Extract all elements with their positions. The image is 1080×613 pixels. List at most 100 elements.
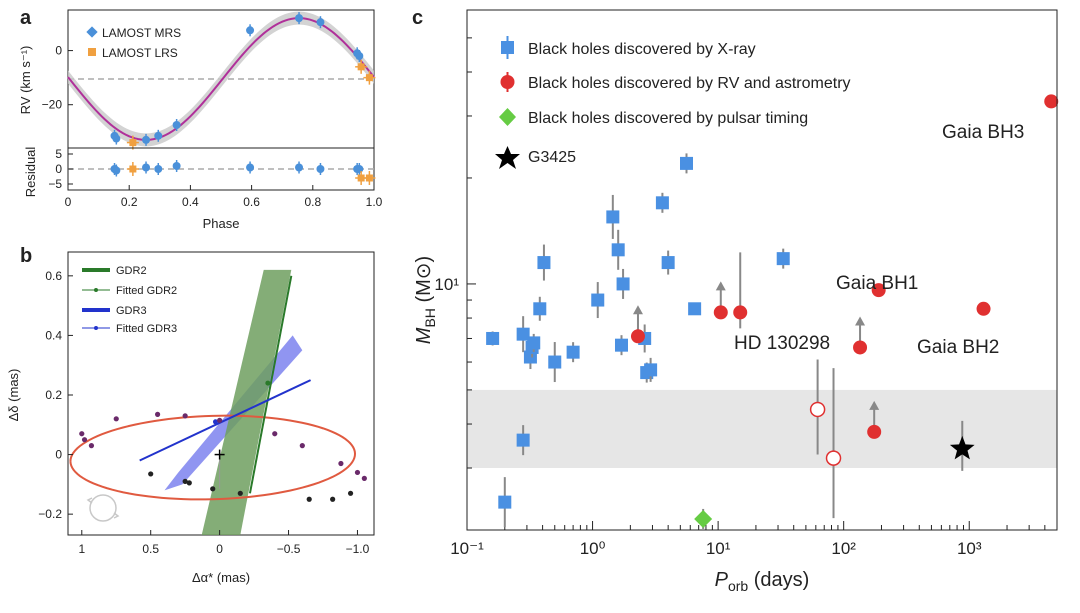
annotation-hd-130298: HD 130298 bbox=[734, 333, 830, 354]
c-xray-point bbox=[591, 293, 605, 307]
c-xray-point bbox=[533, 302, 547, 316]
b-xtick-label: 0.5 bbox=[142, 542, 159, 556]
panel-letter-b: b bbox=[20, 245, 32, 267]
a-model-curve bbox=[67, 17, 375, 141]
a-res-mrs-point bbox=[154, 165, 163, 173]
c-xtick-label: 10⁻¹ bbox=[450, 539, 484, 558]
legend-pulsar-marker bbox=[499, 108, 516, 126]
b-xtick-label: −1.0 bbox=[346, 542, 370, 556]
c-xray-point bbox=[661, 256, 675, 270]
panel-c-legend: Black holes discovered by X-ray Black ho… bbox=[495, 36, 851, 169]
panel-a-legend: LAMOST MRS LAMOST LRS bbox=[86, 26, 181, 60]
a-res-mrs-point bbox=[355, 165, 364, 173]
c-xtick-label: 10³ bbox=[957, 539, 982, 558]
panel-b-content: 1 0.5 0 −0.5 −1.0 0.6 0.4 0.2 0 −0.2 bbox=[38, 269, 369, 556]
b-epoch-point bbox=[186, 480, 192, 486]
c-rv-open-point bbox=[809, 401, 826, 418]
c-xray-point bbox=[680, 156, 694, 170]
c-rv-open-point bbox=[825, 450, 842, 466]
legend-rv-label: Black holes discovered by RV and astrome… bbox=[528, 75, 851, 92]
c-rv-limit-arrow bbox=[855, 316, 866, 326]
legend-g3425-label: G3425 bbox=[528, 149, 576, 166]
c-rv-point bbox=[713, 305, 728, 320]
a-lrs-point bbox=[129, 139, 137, 147]
c-xray-point bbox=[616, 277, 630, 291]
c-rv-point bbox=[871, 283, 886, 298]
a-res-lrs-point bbox=[129, 165, 137, 173]
b-epoch-point bbox=[299, 443, 305, 449]
b-epoch-point bbox=[330, 496, 336, 502]
b-ytick-label: 0.2 bbox=[45, 388, 62, 402]
a-res-lrs-point bbox=[357, 174, 365, 182]
b-ytick-label: 0.6 bbox=[45, 269, 62, 283]
legend-fitted-gdr2-dot bbox=[94, 288, 98, 292]
c-xray-point bbox=[566, 345, 580, 359]
a-res-mrs-point bbox=[112, 166, 121, 175]
a-xtick-label: 0.2 bbox=[121, 195, 138, 209]
a-res-ytick-label: 5 bbox=[55, 147, 62, 161]
a-res-mrs-point bbox=[172, 162, 181, 170]
legend-lrs-marker bbox=[88, 48, 96, 56]
a-mrs-point bbox=[355, 52, 364, 60]
b-fitted-gdr2-line bbox=[248, 275, 293, 494]
a-res-lrs-point bbox=[365, 174, 373, 182]
b-xtick-label: −0.5 bbox=[277, 542, 301, 556]
a-lrs-point bbox=[357, 63, 365, 71]
c-xray-point bbox=[688, 302, 702, 316]
b-ytick-label: 0.4 bbox=[45, 328, 62, 342]
c-rv-limit-arrow bbox=[715, 281, 726, 291]
c-xray-point bbox=[527, 336, 541, 350]
a-xtick-label: 0.4 bbox=[182, 195, 199, 209]
legend-xray-label: Black holes discovered by X-ray bbox=[528, 41, 756, 58]
legend-fitted-gdr3-dot bbox=[94, 326, 98, 330]
c-xray-point bbox=[655, 196, 669, 210]
c-xray-point bbox=[611, 243, 625, 257]
b-epoch-point bbox=[182, 413, 188, 419]
legend-fitted-gdr2-label: Fitted GDR2 bbox=[116, 285, 177, 297]
b-gdr2-band bbox=[201, 269, 292, 535]
a-res-mrs-point bbox=[246, 163, 255, 172]
panel-c-mass-period: 10⁻¹ 10⁰ 10¹ 10² 10³ 10¹ MBH (M⊙) Porb (days)… bbox=[413, 9, 1059, 594]
panel-b-xlabel: Δα* (mas) bbox=[192, 570, 250, 585]
a-res-mrs-point bbox=[316, 165, 325, 173]
c-ytick-label: 10¹ bbox=[434, 275, 459, 294]
c-xray-point bbox=[537, 256, 551, 270]
legend-mrs-marker bbox=[86, 26, 98, 38]
b-epoch-point bbox=[237, 490, 243, 496]
c-pulsar-point bbox=[694, 509, 713, 528]
b-epoch-point bbox=[361, 475, 367, 481]
c-xtick-label: 10² bbox=[831, 539, 856, 558]
a-mrs-point bbox=[295, 14, 304, 23]
c-xray-point bbox=[606, 210, 620, 224]
c-xtick-label: 10¹ bbox=[706, 539, 731, 558]
b-fitted-gdr2-point bbox=[265, 380, 271, 386]
b-epoch-point bbox=[272, 431, 278, 437]
panel-c-xlabel: Porb (days) bbox=[715, 569, 810, 594]
annotation-gaia-bh2: Gaia BH2 bbox=[917, 337, 999, 358]
b-fitted-gdr3-point bbox=[212, 419, 218, 425]
panel-b-astrometry: 1 0.5 0 −0.5 −1.0 0.6 0.4 0.2 0 −0.2 Δδ (mas) Δα*… bbox=[6, 251, 375, 585]
legend-g3425-marker bbox=[495, 146, 520, 169]
legend-mrs-label: LAMOST MRS bbox=[102, 26, 181, 40]
a-xtick-label: 1.0 bbox=[366, 195, 383, 209]
panel-c-frame bbox=[466, 9, 1058, 531]
c-rv-point bbox=[867, 424, 882, 439]
a-mrs-point bbox=[154, 131, 163, 140]
b-epoch-point bbox=[306, 496, 312, 502]
a-res-ytick-label: 0 bbox=[55, 162, 62, 176]
a-xtick-label: 0.6 bbox=[243, 195, 260, 209]
c-xtick-label: 10⁰ bbox=[580, 539, 606, 558]
c-xray-point bbox=[614, 338, 628, 352]
panel-a-residual-label: Residual bbox=[23, 147, 38, 198]
a-mrs-point bbox=[112, 134, 121, 143]
legend-lrs-label: LAMOST LRS bbox=[102, 46, 178, 60]
a-mrs-point bbox=[142, 135, 151, 144]
panel-a-rv-curve: 0 −20 RV (km s⁻¹) LAMOST MRS LAMOST LRS 5… bbox=[18, 9, 383, 231]
c-rv-point bbox=[630, 329, 645, 344]
a-res-ytick-label: −5 bbox=[48, 177, 62, 191]
c-xray-point bbox=[516, 327, 530, 341]
b-ytick-label: −0.2 bbox=[38, 507, 62, 521]
panel-b-legend: GDR2 Fitted GDR2 GDR3 Fitted GDR3 bbox=[82, 265, 177, 335]
a-model-band bbox=[68, 11, 374, 147]
